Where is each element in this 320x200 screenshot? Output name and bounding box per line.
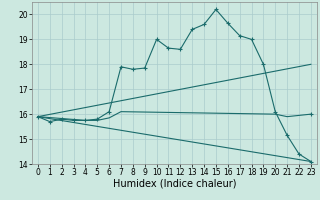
X-axis label: Humidex (Indice chaleur): Humidex (Indice chaleur) [113, 179, 236, 189]
